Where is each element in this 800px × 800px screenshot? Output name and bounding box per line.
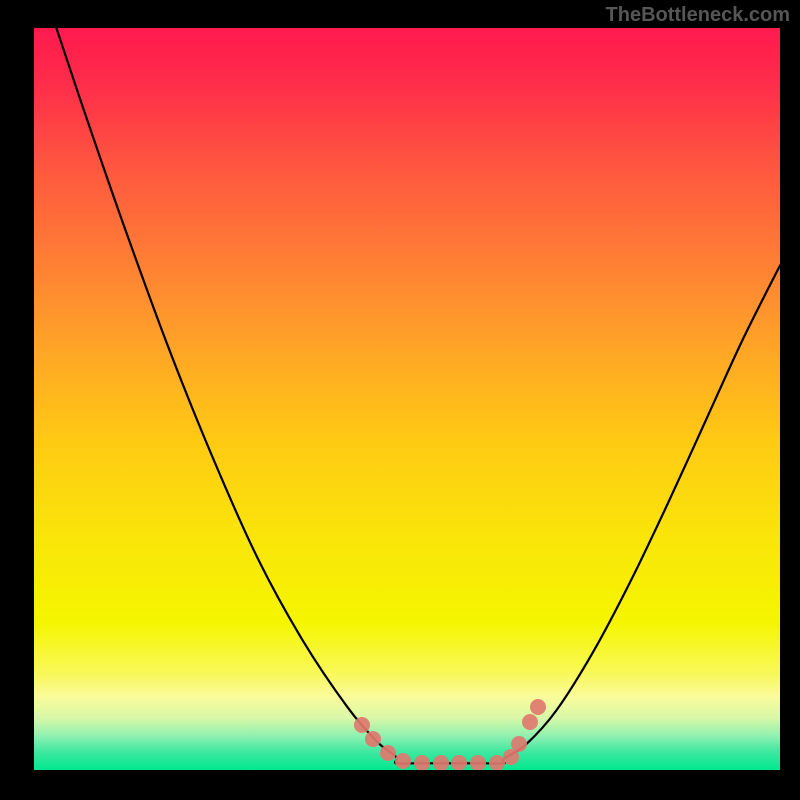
data-marker [395, 753, 411, 769]
data-marker [522, 714, 538, 730]
marker-layer [34, 28, 780, 770]
data-marker [433, 755, 449, 770]
data-marker [530, 699, 546, 715]
chart-frame: TheBottleneck.com [0, 0, 800, 800]
data-marker [365, 731, 381, 747]
plot-area [34, 28, 780, 770]
data-marker [414, 755, 430, 770]
data-marker [451, 755, 467, 770]
data-marker [470, 755, 486, 770]
data-marker [511, 736, 527, 752]
data-marker [489, 755, 505, 770]
data-marker [354, 717, 370, 733]
watermark-text: TheBottleneck.com [606, 4, 790, 27]
data-marker [380, 745, 396, 761]
